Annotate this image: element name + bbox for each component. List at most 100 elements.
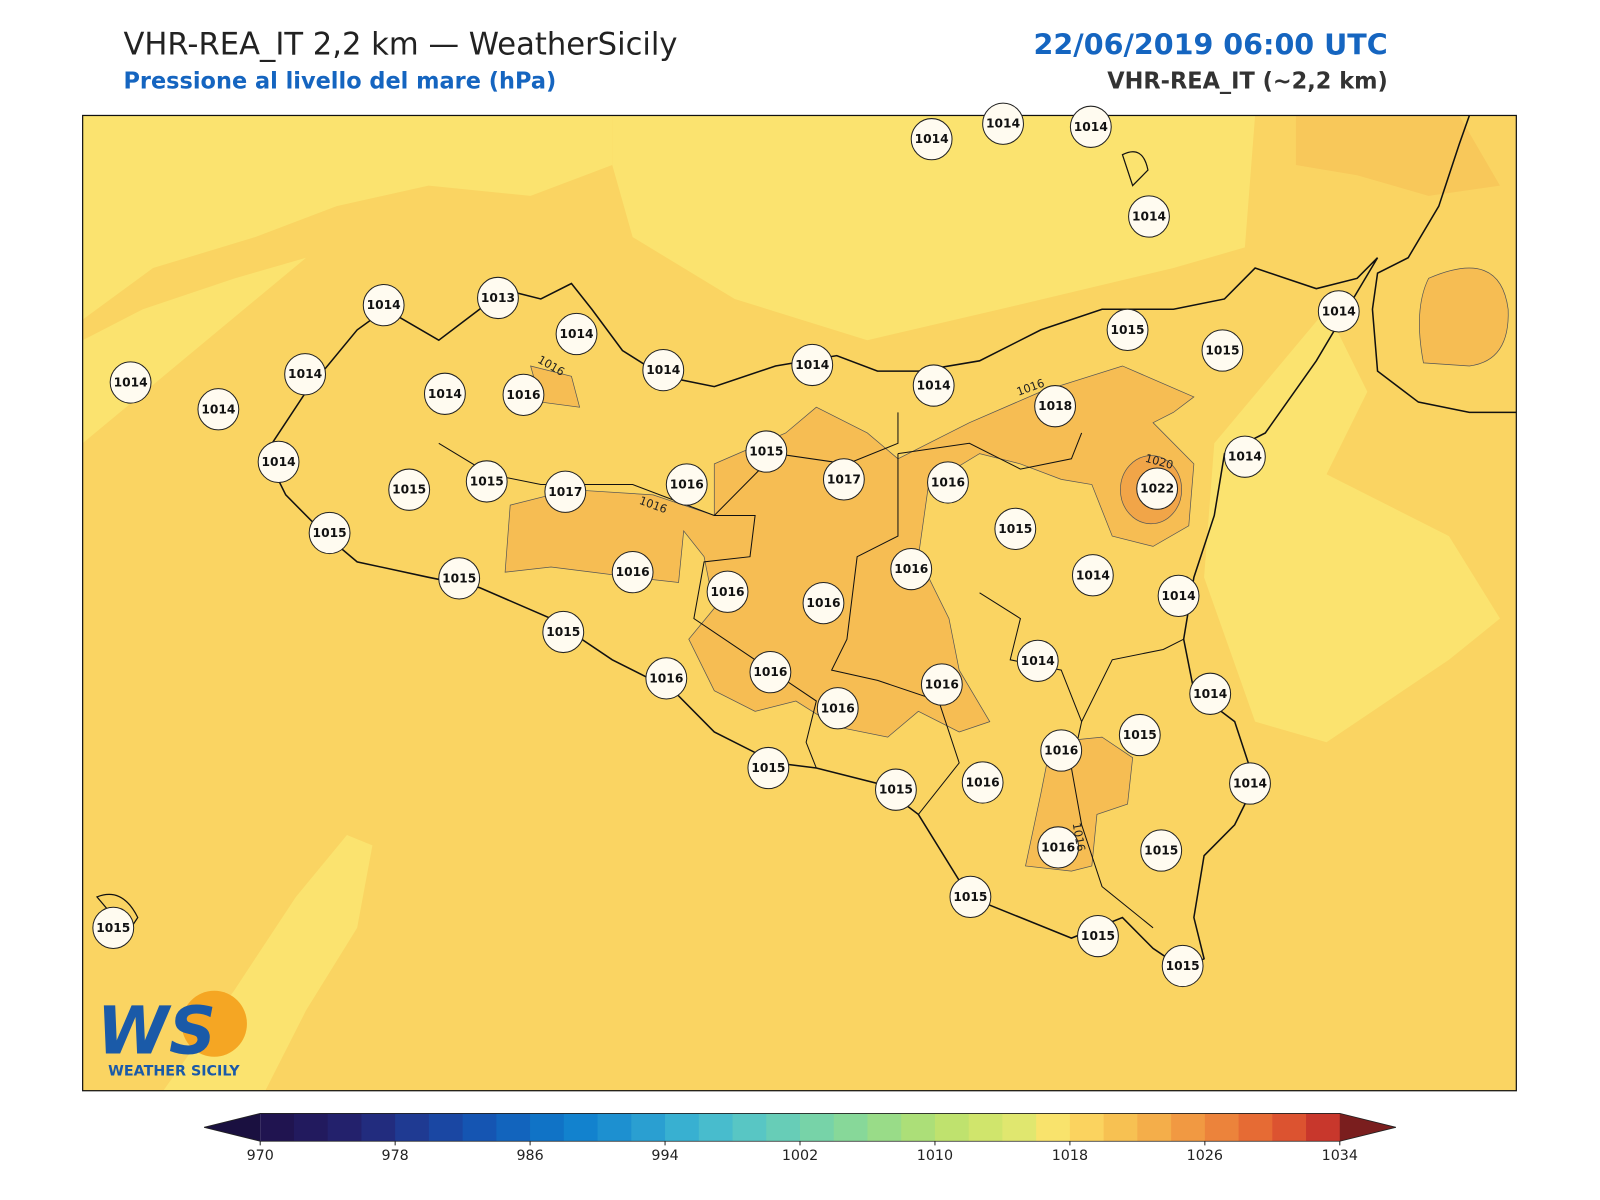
station-value: 1018 <box>1038 399 1072 413</box>
station-value: 1017 <box>548 485 582 499</box>
colorbar-bin <box>1137 1113 1172 1142</box>
colorbar-bin <box>867 1113 902 1142</box>
station-value: 1016 <box>649 671 683 685</box>
station-value: 1015 <box>470 474 504 488</box>
colorbar-tick-label: 1034 <box>1322 1148 1358 1164</box>
station-value: 1015 <box>1111 323 1145 337</box>
station-value: 1016 <box>1041 840 1075 854</box>
colorbar-bin <box>462 1113 497 1142</box>
colorbar-bin <box>496 1113 531 1142</box>
station-marker <box>749 651 792 694</box>
station-value: 1014 <box>1228 450 1262 464</box>
station-marker <box>1071 554 1114 597</box>
station-marker <box>1118 713 1161 757</box>
colorbar-tick-label: 1010 <box>917 1148 953 1164</box>
map <box>82 114 1517 1092</box>
station-value: 1014 <box>986 117 1020 131</box>
station-marker <box>611 551 654 594</box>
station-value: 1014 <box>917 379 951 393</box>
station-marker <box>791 343 834 387</box>
colorbar-under <box>204 1113 261 1142</box>
station-value: 1016 <box>711 585 745 599</box>
station-marker <box>465 460 508 503</box>
colorbar: 970 978 986 994 1002 1010 1018 1026 1034 <box>203 1112 1397 1164</box>
colorbar-bin <box>732 1113 767 1142</box>
station-value: 1016 <box>821 701 855 715</box>
station-marker <box>982 102 1024 145</box>
station-marker <box>438 557 481 600</box>
station-value: 1015 <box>1081 929 1115 943</box>
colorbar-bin <box>1204 1113 1240 1142</box>
station-value: 1016 <box>1044 743 1078 757</box>
colorbar-bin <box>361 1113 396 1142</box>
station-marker <box>745 430 788 473</box>
station-marker <box>747 746 790 790</box>
station-value: 1014 <box>1322 304 1356 318</box>
colorbar-bin <box>530 1113 565 1142</box>
pressure-area <box>504 365 1195 738</box>
station-marker <box>875 768 917 811</box>
station-marker <box>802 581 845 625</box>
station-value: 1016 <box>966 775 1000 789</box>
station-marker <box>1189 672 1232 715</box>
station-marker <box>1016 639 1059 682</box>
station-marker <box>423 372 466 415</box>
colorbar-tick-label: 1026 <box>1187 1148 1223 1164</box>
light-area <box>1204 309 1500 743</box>
station-value: 1014 <box>1193 687 1227 701</box>
station-marker <box>308 511 351 555</box>
colorbar-bin <box>800 1113 835 1142</box>
station-marker <box>1128 195 1170 238</box>
colorbar-bin <box>563 1113 599 1142</box>
station-marker <box>1077 914 1119 958</box>
pressure-area <box>1419 267 1509 367</box>
station-marker <box>1106 308 1149 352</box>
station-marker <box>542 610 585 654</box>
colorbar-bin <box>901 1113 936 1142</box>
station-marker <box>197 388 240 431</box>
station-value: 1015 <box>1123 728 1157 742</box>
station-value: 1022 <box>1140 482 1174 496</box>
colorbar-bin <box>1272 1113 1307 1142</box>
colorbar-bin <box>1069 1113 1105 1142</box>
title: VHR-REA_IT 2,2 km — WeatherSicily <box>123 26 677 62</box>
station-marker <box>1229 762 1271 805</box>
colorbar-bin <box>597 1113 632 1142</box>
station-marker <box>961 761 1004 804</box>
colorbar-tick-label: 978 <box>382 1148 409 1164</box>
station-value: 1014 <box>114 375 148 389</box>
station-marker <box>706 570 749 613</box>
station-value: 1015 <box>749 445 783 459</box>
station-marker <box>1161 944 1204 988</box>
colorbar-bin <box>1103 1113 1138 1142</box>
station-marker <box>92 906 135 949</box>
station-value: 1013 <box>481 291 515 305</box>
station-value: 1014 <box>1132 209 1166 223</box>
colorbar-bin <box>934 1113 970 1142</box>
station-value: 1014 <box>1233 776 1267 790</box>
station-value: 1014 <box>1021 654 1055 668</box>
model-label: VHR-REA_IT (~2,2 km) <box>1107 69 1387 95</box>
station-value: 1014 <box>646 363 680 377</box>
station-value: 1016 <box>753 665 787 679</box>
island <box>95 151 1149 935</box>
light-area <box>612 115 1256 341</box>
station-value: 1015 <box>751 761 785 775</box>
station-marker <box>1040 729 1083 772</box>
colorbar-bin <box>428 1113 464 1142</box>
station-value: 1015 <box>953 890 987 904</box>
colorbar-bin <box>395 1113 430 1142</box>
station-value: 1016 <box>670 478 704 492</box>
station-value: 1014 <box>288 367 322 381</box>
station-marker <box>665 463 708 506</box>
station-value: 1015 <box>392 483 426 497</box>
colorbar-tick-label: 994 <box>651 1148 678 1164</box>
station-marker <box>1157 574 1200 618</box>
colorbar-bin <box>1036 1113 1071 1142</box>
station-marker <box>994 507 1037 550</box>
station-value: 1014 <box>560 327 594 341</box>
colorbar-bin <box>1306 1113 1341 1142</box>
colorbar-tick-label: 1002 <box>782 1148 818 1164</box>
